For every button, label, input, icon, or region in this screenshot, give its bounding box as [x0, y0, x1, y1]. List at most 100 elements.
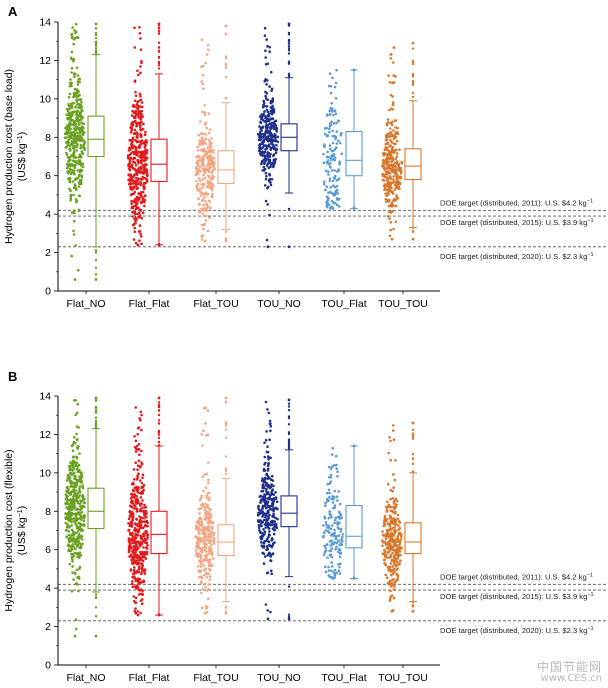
outlier-point — [94, 405, 98, 408]
data-point — [128, 157, 131, 160]
data-point — [396, 577, 399, 581]
data-point — [140, 170, 144, 174]
data-point — [128, 139, 131, 142]
data-point — [266, 505, 270, 508]
outlier-point — [94, 426, 98, 429]
data-point — [76, 495, 80, 499]
data-point — [136, 448, 140, 451]
data-point — [329, 107, 333, 110]
data-point — [259, 511, 263, 515]
data-point — [212, 151, 215, 154]
data-point — [212, 537, 216, 540]
data-point — [262, 541, 266, 545]
data-point — [391, 181, 395, 184]
data-point — [396, 160, 399, 163]
data-point — [266, 526, 269, 529]
data-point — [264, 94, 267, 98]
data-point — [393, 188, 397, 192]
data-point — [391, 202, 394, 206]
data-point — [78, 567, 81, 570]
data-point — [262, 140, 266, 144]
data-point — [78, 182, 81, 186]
data-point — [276, 135, 280, 139]
outlier-point — [94, 47, 98, 50]
data-point — [73, 127, 77, 131]
data-point — [329, 527, 333, 531]
data-point — [202, 573, 206, 577]
data-point — [202, 203, 205, 207]
outlier-point — [94, 36, 98, 40]
data-point — [325, 523, 328, 527]
data-point — [337, 510, 341, 514]
data-point — [143, 176, 146, 180]
data-point — [201, 183, 204, 186]
data-point — [260, 498, 264, 501]
outlier-point — [157, 405, 161, 408]
data-point — [397, 520, 401, 523]
data-point — [80, 178, 83, 182]
data-point — [208, 539, 212, 542]
data-point — [331, 141, 335, 145]
data-point — [389, 138, 392, 142]
panel-label: A — [8, 4, 18, 19]
data-point — [72, 159, 75, 162]
data-point — [130, 182, 133, 186]
data-point — [69, 119, 72, 123]
data-point — [328, 127, 331, 131]
data-point — [135, 494, 138, 498]
box-max-point — [287, 398, 291, 402]
data-point — [266, 609, 270, 612]
data-point — [398, 180, 401, 184]
data-point — [75, 627, 78, 631]
outlier-point — [224, 97, 228, 100]
data-point — [394, 119, 398, 122]
data-point — [327, 191, 330, 194]
data-point — [74, 618, 78, 621]
data-point — [263, 110, 266, 113]
data-point — [322, 524, 325, 527]
data-point — [392, 578, 395, 581]
data-point — [333, 148, 337, 151]
data-point — [204, 61, 207, 65]
data-point — [208, 541, 211, 545]
data-point — [327, 524, 331, 528]
data-point — [134, 507, 138, 510]
data-point — [389, 221, 393, 224]
data-point — [261, 520, 265, 524]
data-point — [128, 544, 131, 548]
data-point — [330, 542, 334, 545]
data-point — [394, 157, 398, 161]
data-point — [336, 192, 340, 195]
data-point — [73, 132, 77, 136]
data-point — [75, 432, 78, 436]
data-point — [389, 562, 393, 565]
data-point — [269, 70, 273, 74]
data-point — [267, 511, 270, 514]
data-point — [66, 129, 70, 133]
data-point — [394, 459, 397, 462]
data-point — [264, 493, 267, 496]
data-point — [130, 550, 134, 553]
data-point — [69, 536, 72, 539]
data-point — [79, 164, 83, 167]
data-point — [340, 152, 344, 156]
data-point — [67, 507, 70, 511]
data-point — [272, 484, 275, 488]
data-point — [135, 103, 139, 106]
data-point — [69, 84, 72, 87]
data-point — [275, 526, 279, 530]
data-point — [332, 113, 335, 117]
data-point — [270, 121, 274, 125]
data-point — [200, 157, 204, 160]
data-point — [393, 530, 397, 534]
data-point — [203, 171, 207, 175]
data-point — [271, 488, 274, 491]
data-point — [136, 468, 139, 471]
data-point — [72, 537, 76, 540]
data-point — [82, 122, 86, 126]
data-point — [204, 546, 208, 550]
data-point — [328, 553, 332, 557]
data-point — [141, 489, 145, 493]
data-point — [69, 195, 72, 198]
data-point — [385, 518, 389, 521]
